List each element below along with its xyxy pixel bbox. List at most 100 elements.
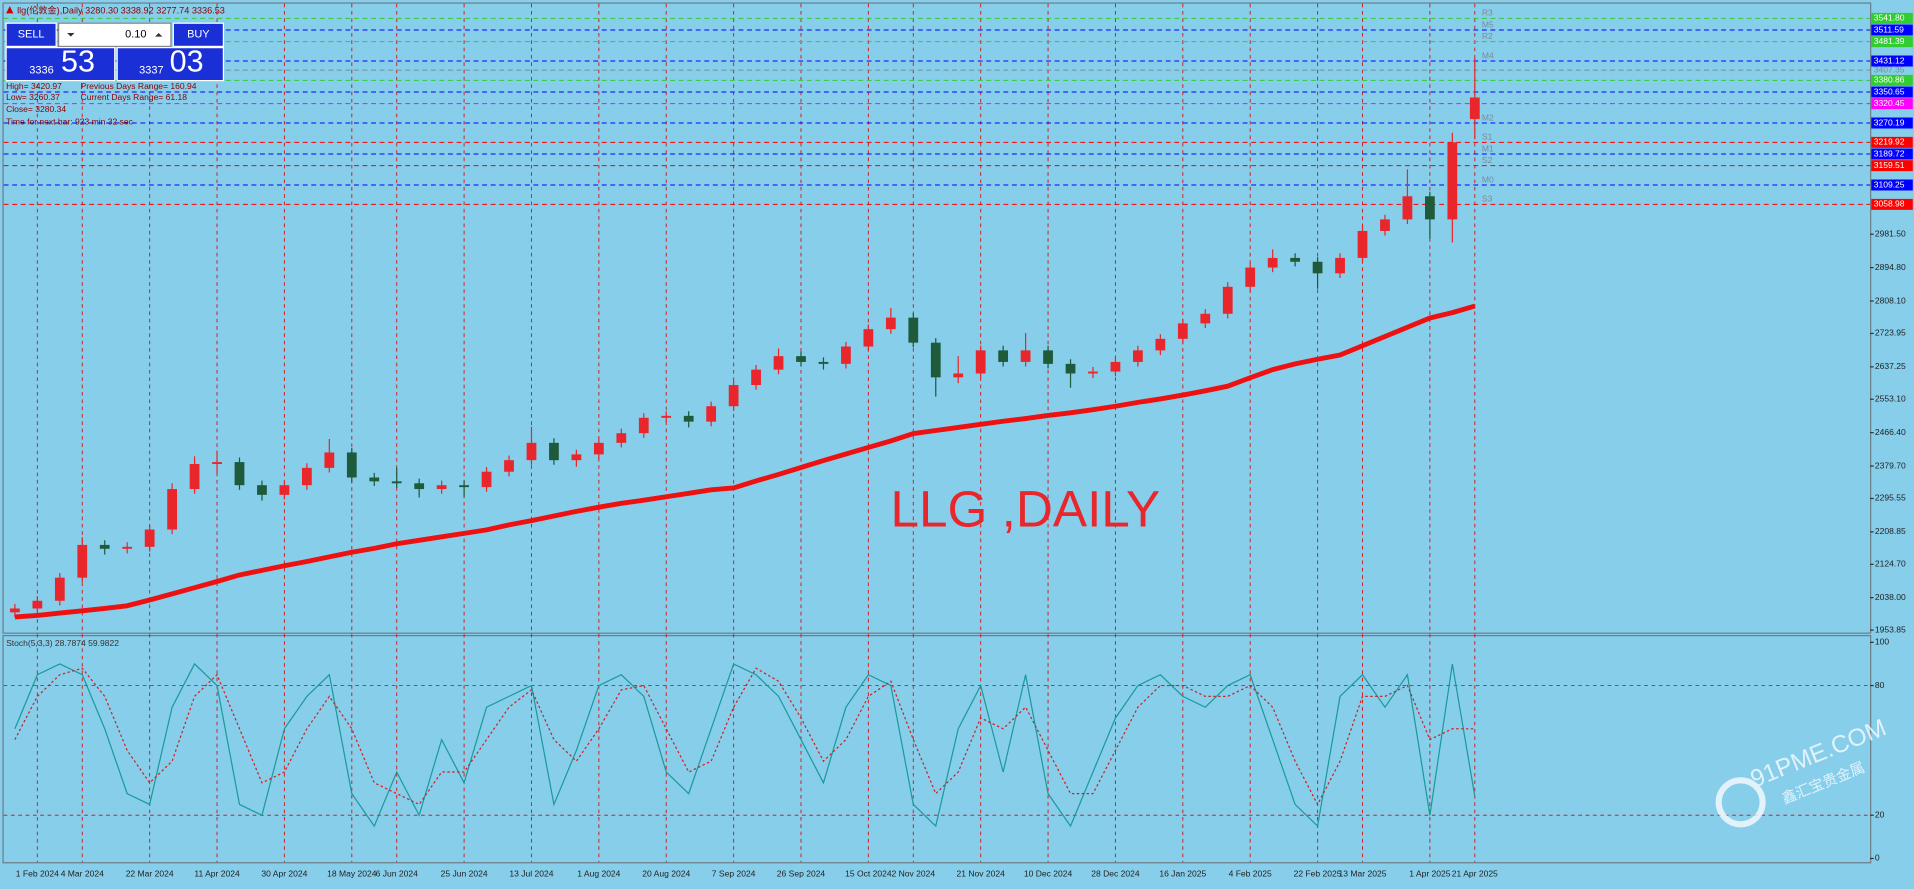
pivot-name: M1 xyxy=(1482,143,1494,153)
y-tick-label: 2808.10 xyxy=(1875,295,1906,305)
candle-body xyxy=(257,485,267,495)
header-icon xyxy=(6,6,14,14)
candle-body xyxy=(77,544,88,578)
candle-body xyxy=(728,385,739,407)
candle-body xyxy=(908,317,919,343)
x-tick-label: 25 Jun 2024 xyxy=(441,869,488,879)
candle-body xyxy=(683,415,694,422)
stoch-title: Stoch(5,3,3) 28.7874 59.9822 xyxy=(6,638,119,648)
moving-average xyxy=(14,303,1476,620)
price-level-tag xyxy=(1871,148,1913,160)
pivot-name: S1 xyxy=(1482,132,1493,142)
x-tick-label: 15 Oct 2024 xyxy=(845,869,892,879)
candle-body xyxy=(863,329,874,347)
candle-body xyxy=(796,356,806,362)
stoch-line xyxy=(14,662,1476,828)
candle-body xyxy=(706,406,717,422)
buy-price-box[interactable] xyxy=(116,47,224,82)
sell-price-box[interactable] xyxy=(5,47,116,82)
candle-body xyxy=(1380,219,1390,231)
candle-body xyxy=(841,346,851,364)
candle-body xyxy=(1469,97,1480,120)
price-level-label: 3189.72 xyxy=(1874,148,1905,158)
plot-layer xyxy=(10,58,1480,828)
y-tick-label: 2637.25 xyxy=(1875,361,1906,371)
candle-body xyxy=(1447,142,1458,220)
candle-body xyxy=(930,342,941,378)
x-tick-label: 1 Aug 2024 xyxy=(577,869,620,879)
y-tick-label: 100 xyxy=(1875,637,1889,647)
x-tick-label: 13 Mar 2025 xyxy=(1339,869,1387,879)
lot-down[interactable] xyxy=(67,32,75,37)
candle-body xyxy=(459,485,469,488)
candle-body xyxy=(414,483,425,490)
price-level-label: 3431.12 xyxy=(1874,55,1905,65)
candle-body xyxy=(32,600,43,609)
lot-up[interactable] xyxy=(155,32,163,37)
price-level-tag xyxy=(1871,55,1913,67)
price-level-label: 3511.59 xyxy=(1874,24,1904,34)
info-prev-range: Previous Days Range= 160.94 xyxy=(81,81,197,91)
candle-body xyxy=(549,442,559,461)
candle-body xyxy=(885,317,896,330)
candle-body xyxy=(1335,257,1345,274)
lot-box[interactable] xyxy=(57,22,172,48)
y-tick-label: 2124.70 xyxy=(1875,559,1906,569)
candle-body xyxy=(234,462,245,486)
buy-button[interactable] xyxy=(172,22,224,48)
price-level-tag xyxy=(1871,24,1913,36)
price-level-label: 3407.35 xyxy=(1874,64,1905,74)
x-tick-label: 1 Apr 2025 xyxy=(1409,869,1451,879)
candle-body xyxy=(504,460,514,472)
pivot-name: M4 xyxy=(1482,50,1494,60)
x-tick-label: 26 Sep 2024 xyxy=(777,869,826,879)
candle-body xyxy=(1267,257,1278,268)
candle-body xyxy=(1110,361,1121,372)
sell-button[interactable] xyxy=(5,22,57,48)
candle-body xyxy=(189,464,200,490)
candle-body xyxy=(54,577,65,601)
price-level-tag xyxy=(1871,86,1913,98)
x-tick-label: 18 May 2024 xyxy=(327,869,377,879)
candle-body xyxy=(1425,196,1435,220)
x-tick-label: 1 Feb 2024 xyxy=(16,869,59,879)
candle-body xyxy=(279,485,290,495)
price-level-tag xyxy=(1871,74,1913,86)
candle-body xyxy=(953,373,964,378)
price-level-label: 3320.45 xyxy=(1874,98,1905,108)
candle-body xyxy=(10,608,20,613)
buy-price-big: 3337 xyxy=(139,65,163,77)
pivot-name: M2 xyxy=(1482,112,1494,122)
candle-body xyxy=(99,544,110,549)
y-tick-label: 2038.00 xyxy=(1875,592,1906,602)
info-cur-range: Current Days Range= 61.18 xyxy=(81,92,188,102)
candle-body xyxy=(1177,323,1188,339)
candle-body xyxy=(167,489,177,530)
candle-body xyxy=(144,529,155,547)
y-tick-label: 2379.70 xyxy=(1875,460,1906,470)
y-tick-label: 2553.10 xyxy=(1875,394,1906,404)
price-level-tag xyxy=(1871,117,1913,129)
price-level-label: 3109.25 xyxy=(1874,179,1905,189)
sell-price-pips: 53 xyxy=(61,45,95,79)
header-title: llg(伦敦金),Daily 3280.30 3338.92 3277.74 3… xyxy=(17,4,225,15)
stoch-line xyxy=(14,667,1475,806)
x-tick-label: 7 Sep 2024 xyxy=(712,869,756,879)
candle-body xyxy=(391,481,402,484)
y-tick-label: 80 xyxy=(1875,680,1885,690)
pivot-name: S2 xyxy=(1482,155,1493,165)
y-tick-label: 20 xyxy=(1875,809,1885,819)
candle-body xyxy=(1222,286,1233,314)
price-level-tag xyxy=(1871,136,1913,148)
candle-body xyxy=(1088,371,1098,374)
logo-ring xyxy=(1715,777,1766,828)
y-tick-label: 2466.40 xyxy=(1875,427,1906,437)
price-level-tag xyxy=(1871,160,1913,172)
info-block: High= 3420.97 Previous Days Range= 160.9… xyxy=(6,81,197,126)
x-tick-label: 11 Apr 2024 xyxy=(194,869,240,879)
x-tick-label: 20 Aug 2024 xyxy=(642,869,690,879)
lot-value: 0.10 xyxy=(125,29,146,41)
sell-label: SELL xyxy=(18,29,45,41)
candle-body xyxy=(526,442,537,461)
